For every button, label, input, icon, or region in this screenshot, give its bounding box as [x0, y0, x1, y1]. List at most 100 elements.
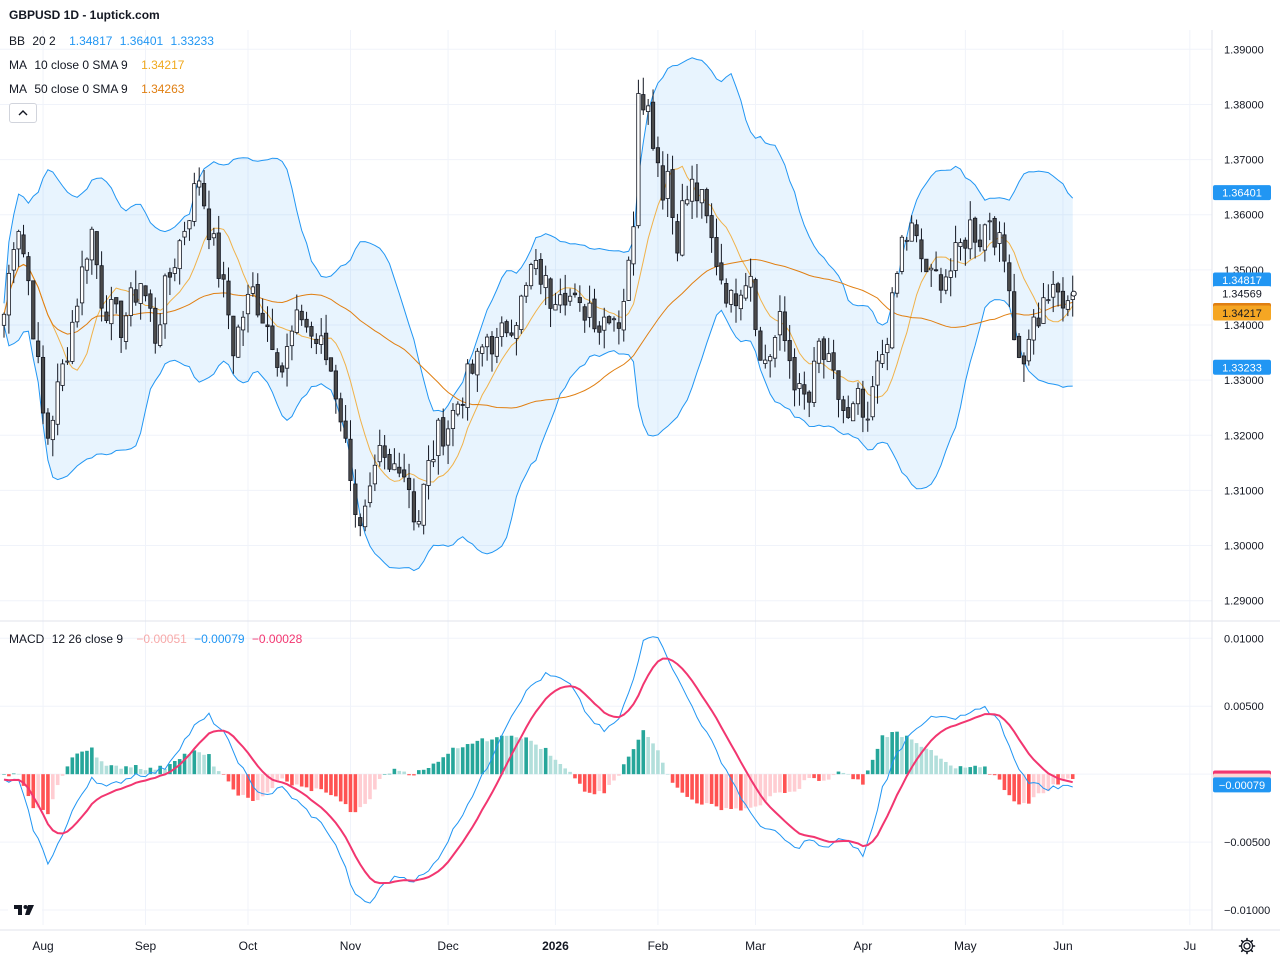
macd-histogram-bar	[987, 774, 992, 775]
candle	[626, 256, 631, 302]
macd-histogram-bar	[773, 774, 777, 793]
candle	[206, 190, 212, 250]
candle	[982, 223, 987, 262]
candle-up	[197, 180, 202, 188]
collapse-legend-button[interactable]	[9, 103, 37, 123]
candle-down	[616, 322, 621, 329]
candle-up	[475, 350, 480, 376]
legend-macd[interactable]: MACD 12 26 close 9 −0.00051 −0.00079 −0.…	[9, 632, 306, 646]
candle	[602, 307, 607, 349]
macd-histogram-bar	[7, 774, 11, 777]
candle-down	[582, 306, 587, 321]
legend-ma50-params: 50 close 0 SMA 9	[34, 82, 128, 96]
legend-bb-upper: 1.36401	[119, 34, 164, 48]
candle-up	[60, 363, 65, 386]
candle-down	[1007, 262, 1012, 292]
candle-down	[358, 517, 363, 527]
candle-up	[465, 363, 470, 408]
legend-ma50[interactable]: MA 50 close 0 SMA 9 1.34263	[9, 82, 188, 96]
macd-histogram-bar	[558, 764, 563, 775]
candle-up	[1065, 300, 1070, 310]
candle	[1031, 309, 1036, 355]
macd-histogram-bar	[690, 774, 694, 800]
macd-histogram-bar	[1046, 774, 1051, 792]
candle	[153, 297, 158, 354]
gear-icon[interactable]	[1238, 937, 1256, 955]
macd-histogram-bar	[397, 770, 402, 775]
macd-histogram-bar	[109, 765, 114, 775]
candle	[919, 228, 924, 273]
candle	[689, 165, 695, 220]
price-badges: 1.364011.348171.345691.342631.342171.332…	[1070, 185, 1271, 793]
candle-down	[973, 217, 978, 243]
macd-histogram-bar	[246, 774, 250, 798]
legend-bb-basis: 1.34817	[69, 34, 113, 48]
candle	[284, 333, 290, 387]
candle-down	[538, 259, 543, 285]
candle-up	[987, 220, 992, 223]
macd-histogram-bar	[685, 774, 689, 797]
macd-histogram-bar	[260, 774, 265, 797]
legend-macd-params: 12 26 close 9	[51, 632, 124, 646]
time-tick-label: Feb	[648, 939, 669, 953]
candle	[768, 354, 773, 378]
candle-down	[660, 165, 665, 201]
candle	[714, 218, 719, 276]
candle	[21, 224, 26, 258]
candle	[572, 283, 578, 298]
macd-histogram-bar	[490, 739, 494, 775]
candle	[646, 99, 651, 125]
candle	[31, 280, 36, 340]
candle-up	[636, 93, 641, 227]
candle-down	[280, 365, 285, 373]
candle	[504, 319, 509, 338]
macd-histogram-bar	[265, 774, 270, 793]
candle-up	[699, 189, 704, 204]
candle	[426, 445, 431, 500]
candle-down	[114, 297, 119, 305]
candle-up	[533, 259, 539, 270]
candlesticks	[1, 77, 1075, 537]
candle	[938, 267, 944, 304]
candle-up	[450, 409, 456, 429]
macd-histogram-bar	[875, 748, 880, 775]
candle-up	[680, 200, 685, 256]
candle-down	[148, 293, 153, 309]
macd-histogram-bar	[768, 774, 772, 797]
candle-up	[543, 275, 548, 289]
candle-down	[133, 289, 138, 303]
candle-up	[943, 276, 948, 291]
candle-up	[289, 330, 295, 347]
time-tick-label: Nov	[340, 939, 361, 953]
candle-down	[641, 94, 646, 111]
candle	[802, 371, 807, 410]
time-tick-label: Oct	[239, 939, 258, 953]
candle	[397, 452, 402, 478]
ma10-line	[3, 165, 1074, 483]
candle-down	[607, 316, 612, 324]
candle	[148, 289, 153, 322]
macd-histogram-bar	[236, 774, 241, 796]
tradingview-logo[interactable]	[8, 896, 42, 924]
macd-histogram-bar	[963, 767, 968, 775]
candle	[958, 238, 963, 261]
candle-up	[436, 419, 441, 456]
legend-bb[interactable]: BB 20 2 1.34817 1.36401 1.33233	[9, 34, 218, 48]
macd-histogram-bar	[99, 761, 104, 775]
candle	[304, 311, 309, 333]
candle	[377, 429, 382, 467]
macd-histogram-bar	[465, 744, 470, 775]
candle	[929, 263, 934, 287]
candle-up	[553, 304, 558, 311]
candle	[616, 310, 621, 345]
macd-histogram-bar	[446, 753, 450, 775]
macd-histogram-bar	[417, 770, 421, 775]
macd-histogram-bar	[1017, 774, 1021, 805]
candle	[211, 227, 216, 246]
macd-histogram-bar	[412, 774, 416, 776]
candle	[450, 403, 456, 447]
legend-ma10[interactable]: MA 10 close 0 SMA 9 1.34217	[9, 58, 188, 72]
legend-ma10-name: MA	[9, 58, 27, 72]
candle-up	[816, 340, 822, 364]
